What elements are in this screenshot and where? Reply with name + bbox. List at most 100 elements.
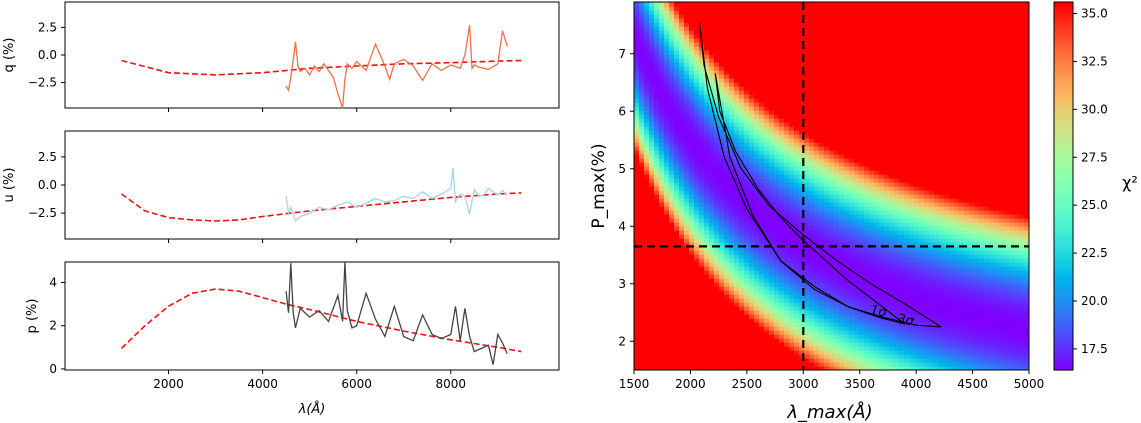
heatmap-cell [674,118,680,123]
heatmap-cell [649,242,655,247]
heatmap-cell [839,242,845,247]
heatmap-cell [764,282,770,287]
heatmap-cell [864,214,870,219]
heatmap-cell [874,206,880,211]
heatmap-cell [734,298,740,303]
heatmap-cell [854,102,860,107]
heatmap-cell [899,322,905,327]
heatmap-cell [894,10,900,15]
heatmap-cell [809,270,815,275]
heatmap-cell [664,230,670,235]
heatmap-cell [679,102,685,107]
heatmap-cell [799,146,805,151]
heatmap-cell [709,254,715,259]
heatmap-cell [644,2,650,7]
heatmap-cell [644,346,650,351]
heatmap-cell [809,18,815,23]
heatmap-cell [754,202,760,207]
heatmap-cell [684,362,690,367]
heatmap-cell [689,226,695,231]
heatmap-cell [789,142,795,147]
heatmap-cell [689,346,695,351]
heatmap-cell [814,130,820,135]
heatmap-cell [754,346,760,351]
heatmap-cell [759,70,765,75]
heatmap-cell [879,262,885,267]
heatmap-cell [729,102,735,107]
heatmap-cell [709,262,715,267]
heatmap-cell [814,342,820,347]
heatmap-cell [809,130,815,135]
heatmap-cell [794,258,800,263]
heatmap-cell [869,358,875,363]
heatmap-cell [684,314,690,319]
heatmap-cell [794,358,800,363]
heatmap-cell [684,10,690,15]
heatmap-cell [729,282,735,287]
heatmap-cell [679,310,685,315]
heatmap-cell [889,38,895,43]
heatmap-cell [859,318,865,323]
heatmap-cell [699,198,705,203]
heatmap-cell [754,194,760,199]
heatmap-cell [684,294,690,299]
heatmap-cell [899,262,905,267]
heatmap-cell [844,26,850,31]
heatmap-cell [809,330,815,335]
heatmap-cell [859,70,865,75]
heatmap-cell [834,98,840,103]
heatmap-cell [834,118,840,123]
heatmap-cell [874,66,880,71]
heatmap-cell [654,166,660,171]
heatmap-cell [824,98,830,103]
heatmap-cell [664,30,670,35]
heatmap-cell [879,134,885,139]
heatmap-cell [724,10,730,15]
heatmap-cell [829,262,835,267]
heatmap-cell [764,294,770,299]
heatmap-cell [679,238,685,243]
heatmap-cell [659,210,665,215]
heatmap-cell [774,58,780,63]
heatmap-cell [809,170,815,175]
heatmap-cell [744,58,750,63]
heatmap-cell [729,286,735,291]
heatmap-cell [884,54,890,59]
heatmap-cell [759,50,765,55]
heatmap-cell [709,10,715,15]
heatmap-cell [649,250,655,255]
heatmap-cell [759,66,765,71]
heatmap-cell [664,114,670,119]
heatmap-cell [639,114,645,119]
heatmap-cell [899,202,905,207]
heatmap-cell [864,78,870,83]
heatmap-cell [854,358,860,363]
heatmap-cell [654,270,660,275]
heatmap-cell [719,22,725,27]
heatmap-cell [634,234,640,239]
heatmap-cell [849,18,855,23]
heatmap-cell [884,106,890,111]
heatmap-cell [644,90,650,95]
heatmap-cell [789,46,795,51]
heatmap-cell [749,278,755,283]
heatmap-cell [754,178,760,183]
heatmap-cell [749,254,755,259]
heatmap-cell [869,306,875,311]
heatmap-cell [669,270,675,275]
heatmap-cell [819,346,825,351]
heatmap-cell [679,30,685,35]
heatmap-cell [704,102,710,107]
heatmap-cell [644,18,650,23]
heatmap-cell [714,218,720,223]
heatmap-cell [674,22,680,27]
heatmap-cell [714,206,720,211]
heatmap-cell [634,250,640,255]
heatmap-cell [679,126,685,131]
heatmap-cell [754,114,760,119]
heatmap-cell [669,306,675,311]
heatmap-cell [894,174,900,179]
heatmap-cell [829,282,835,287]
heatmap-cell [754,358,760,363]
heatmap-cell [654,242,660,247]
